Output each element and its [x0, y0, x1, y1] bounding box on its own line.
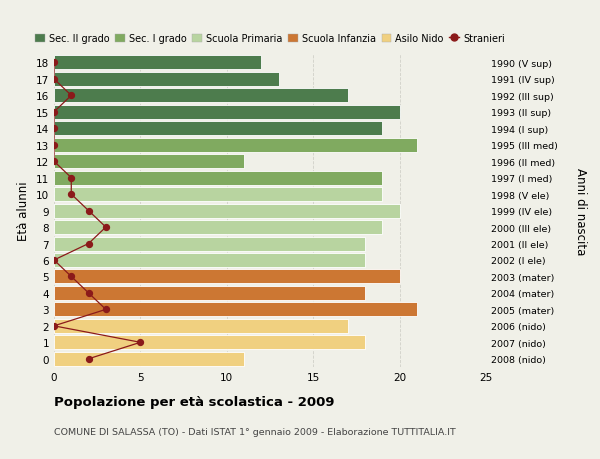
Bar: [54, 139, 417, 152]
Bar: [54, 221, 382, 235]
Point: [49, 109, 59, 116]
Point: [49, 60, 59, 67]
Point: [67, 191, 76, 198]
Point: [67, 92, 76, 100]
Legend: Sec. II grado, Sec. I grado, Scuola Primaria, Scuola Infanzia, Asilo Nido, Stran: Sec. II grado, Sec. I grado, Scuola Prim…: [35, 34, 505, 44]
Y-axis label: Età alunni: Età alunni: [17, 181, 31, 241]
Point: [67, 174, 76, 182]
Bar: [54, 204, 400, 218]
Bar: [54, 286, 365, 300]
Bar: [54, 155, 244, 169]
Bar: [54, 122, 382, 136]
Point: [67, 273, 76, 280]
Text: COMUNE DI SALASSA (TO) - Dati ISTAT 1° gennaio 2009 - Elaborazione TUTTITALIA.IT: COMUNE DI SALASSA (TO) - Dati ISTAT 1° g…: [54, 427, 456, 436]
Point: [84, 355, 94, 363]
Bar: [54, 319, 348, 333]
Y-axis label: Anni di nascita: Anni di nascita: [574, 168, 587, 255]
Bar: [54, 89, 348, 103]
Bar: [54, 237, 365, 251]
Bar: [54, 336, 365, 350]
Text: Popolazione per età scolastica - 2009: Popolazione per età scolastica - 2009: [54, 395, 335, 408]
Bar: [54, 352, 244, 366]
Point: [84, 207, 94, 215]
Bar: [54, 171, 382, 185]
Point: [101, 224, 110, 231]
Bar: [54, 106, 400, 119]
Bar: [54, 188, 382, 202]
Point: [136, 339, 145, 346]
Point: [49, 158, 59, 166]
Bar: [54, 270, 400, 284]
Point: [49, 323, 59, 330]
Bar: [54, 253, 365, 268]
Point: [101, 306, 110, 313]
Point: [49, 142, 59, 149]
Bar: [54, 73, 278, 87]
Point: [49, 76, 59, 84]
Bar: [54, 56, 262, 70]
Bar: [54, 303, 417, 317]
Point: [84, 241, 94, 248]
Point: [49, 125, 59, 133]
Point: [84, 290, 94, 297]
Point: [49, 257, 59, 264]
